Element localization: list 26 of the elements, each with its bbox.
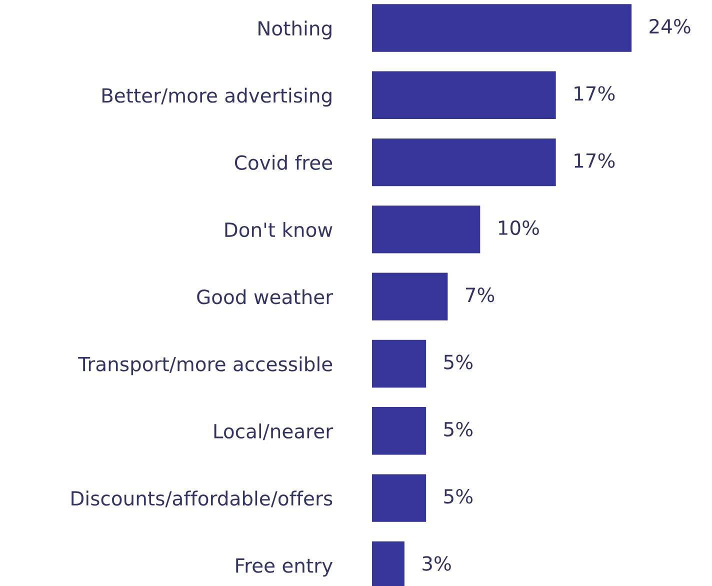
bar [372, 340, 426, 388]
bar [372, 407, 426, 455]
y-tick-label: Local/nearer [214, 424, 334, 440]
data-label: 3% [422, 556, 451, 571]
y-tick-label: Transport/more accessible [78, 356, 332, 376]
y-tick-label: Good weather [197, 289, 334, 304]
data-label: 5% [444, 488, 473, 504]
y-tick-label: Discounts/affordable/offers [72, 490, 332, 508]
data-label: 17% [574, 86, 615, 101]
y-tick-label: Free entry [236, 558, 333, 577]
data-label: 7% [466, 288, 494, 302]
bar [372, 138, 556, 186]
data-label: 5% [444, 354, 473, 370]
bar [372, 206, 480, 254]
y-tick-label: Covid free [234, 154, 332, 170]
bar [372, 71, 556, 119]
data-label: 10% [498, 220, 539, 236]
y-tick-label: Nothing [258, 20, 332, 40]
y-tick-label: Don't know [225, 222, 332, 238]
y-tick-label: Better/more advertising [102, 88, 332, 107]
data-label: 24% [650, 18, 690, 34]
data-label: 17% [574, 153, 615, 168]
data-label: 5% [444, 422, 473, 437]
bar [372, 4, 632, 52]
bar [372, 474, 426, 522]
bar [372, 272, 448, 320]
